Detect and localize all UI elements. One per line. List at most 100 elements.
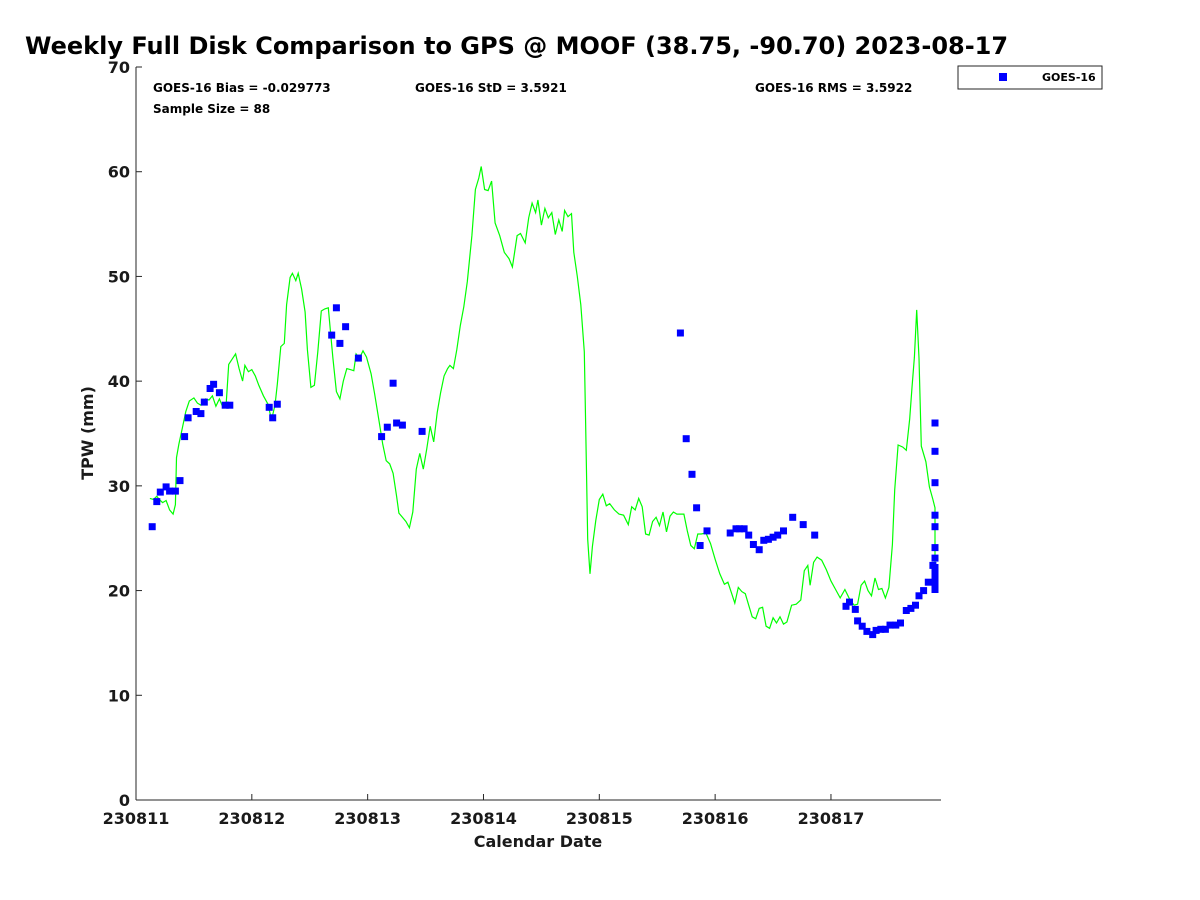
- goes-16-point: [156, 488, 164, 496]
- goes-16-series: [148, 304, 939, 639]
- x-tick-label: 230816: [682, 809, 749, 828]
- goes-16-point: [383, 423, 391, 431]
- goes-16-point: [931, 447, 939, 455]
- goes-16-point: [703, 527, 711, 535]
- goes-16-point: [858, 622, 866, 630]
- goes-16-point: [760, 536, 768, 544]
- goes-16-point: [780, 527, 787, 535]
- goes-16-point: [811, 531, 819, 539]
- goes-16-point: [726, 529, 734, 537]
- goes-16-point: [924, 578, 932, 586]
- goes-16-point: [872, 626, 880, 634]
- goes-16-point: [740, 525, 748, 533]
- x-tick-label: 230815: [566, 809, 633, 828]
- goes-16-point: [931, 586, 939, 593]
- goes-16-point: [328, 331, 336, 339]
- y-tick-label: 30: [108, 477, 130, 496]
- goes-16-point: [931, 564, 939, 571]
- y-tick-label: 40: [108, 372, 130, 391]
- legend: GOES-16: [957, 65, 1103, 90]
- goes-16-point: [886, 621, 894, 629]
- goes-16-point: [897, 619, 904, 627]
- goes-16-point: [931, 511, 939, 519]
- goes-16-point: [192, 408, 200, 415]
- goes-16-point: [881, 625, 889, 633]
- goes-16-point: [418, 427, 426, 435]
- goes-16-point: [736, 525, 743, 533]
- goes-16-point: [332, 304, 340, 312]
- goes-16-point: [863, 627, 871, 635]
- y-tick-label: 70: [108, 58, 130, 77]
- x-tick-label: 230814: [450, 809, 517, 828]
- goes-16-point: [846, 598, 853, 606]
- goes-16-point: [378, 433, 386, 441]
- goes-16-point: [907, 604, 915, 612]
- goes-16-point: [206, 385, 214, 392]
- x-ticks: 230811 230812 230813 230814 230815 230816 2308…: [103, 794, 865, 828]
- goes-16-point: [693, 504, 701, 512]
- legend-goes-16-marker: [999, 73, 1007, 81]
- goes-16-point: [892, 621, 900, 629]
- goes-16-point: [389, 379, 397, 387]
- legend-goes-16-label: GOES-16: [1042, 71, 1096, 84]
- goes-16-point: [869, 631, 877, 639]
- goes-16-point: [181, 433, 189, 441]
- y-tick-label: 0: [119, 791, 130, 810]
- goes-16-point: [342, 323, 350, 331]
- goes-16-point: [269, 414, 277, 422]
- x-tick-label: 230812: [218, 809, 285, 828]
- goes-16-point: [915, 592, 923, 600]
- goes-16-point: [176, 477, 184, 485]
- goes-16-point: [877, 625, 885, 633]
- goes-16-point: [197, 410, 205, 418]
- legend-box: [957, 65, 1103, 90]
- goes-16-point: [745, 531, 753, 539]
- x-tick-label: 230817: [798, 809, 865, 828]
- goes-16-point: [789, 513, 797, 521]
- goes-16-point: [931, 544, 939, 552]
- goes-16-point: [398, 421, 406, 429]
- goes-16-point: [184, 414, 192, 422]
- sample-size-annotation: Sample Size = 88: [153, 102, 270, 116]
- x-axis-label: Calendar Date: [474, 832, 603, 851]
- y-axis-label: TPW (mm): [78, 386, 97, 480]
- goes-16-point: [336, 339, 344, 347]
- goes-16-point: [774, 531, 782, 539]
- goes-16-point: [200, 398, 208, 406]
- goes-16-point: [842, 602, 850, 610]
- goes-16-point: [769, 533, 777, 541]
- std-annotation: GOES-16 StD = 3.5921: [415, 81, 567, 95]
- goes-16-point: [931, 523, 939, 531]
- rms-annotation: GOES-16 RMS = 3.5922: [755, 81, 912, 95]
- chart-title: Weekly Full Disk Comparison to GPS @ MOO…: [25, 32, 1008, 60]
- goes-16-point: [153, 498, 161, 506]
- goes-16-point: [854, 617, 862, 625]
- x-tick-label: 230813: [334, 809, 401, 828]
- goes-16-point: [682, 435, 690, 443]
- goes-16-point: [676, 329, 684, 337]
- goes-16-point: [148, 523, 156, 531]
- x-tick-label: 230811: [103, 809, 170, 828]
- goes-16-point: [273, 400, 281, 408]
- goes-16-point: [221, 401, 229, 409]
- y-tick-label: 60: [108, 163, 130, 182]
- y-tick-label: 20: [108, 582, 130, 601]
- gps-series-line: [149, 166, 936, 630]
- goes-16-point: [931, 554, 939, 562]
- goes-16-point: [166, 487, 174, 495]
- goes-16-point: [265, 403, 273, 411]
- goes-16-point: [171, 487, 179, 495]
- goes-16-point: [215, 389, 223, 397]
- goes-16-point: [688, 470, 696, 478]
- y-tick-label: 50: [108, 267, 130, 286]
- goes-16-point: [393, 419, 401, 427]
- goes-16-point: [799, 521, 807, 529]
- y-tick-label: 10: [108, 686, 130, 705]
- goes-16-point: [902, 607, 910, 614]
- goes-16-point: [931, 479, 939, 487]
- goes-16-point: [749, 541, 757, 548]
- goes-16-point: [226, 401, 234, 409]
- goes-16-point: [912, 601, 919, 609]
- goes-16-point: [755, 546, 763, 554]
